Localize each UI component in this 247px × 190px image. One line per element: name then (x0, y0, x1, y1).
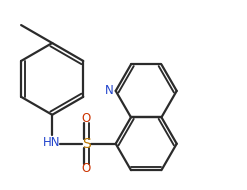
Text: N: N (105, 84, 113, 97)
Text: HN: HN (42, 136, 60, 149)
Text: S: S (82, 137, 91, 151)
Text: O: O (82, 162, 91, 175)
Text: O: O (82, 112, 91, 125)
